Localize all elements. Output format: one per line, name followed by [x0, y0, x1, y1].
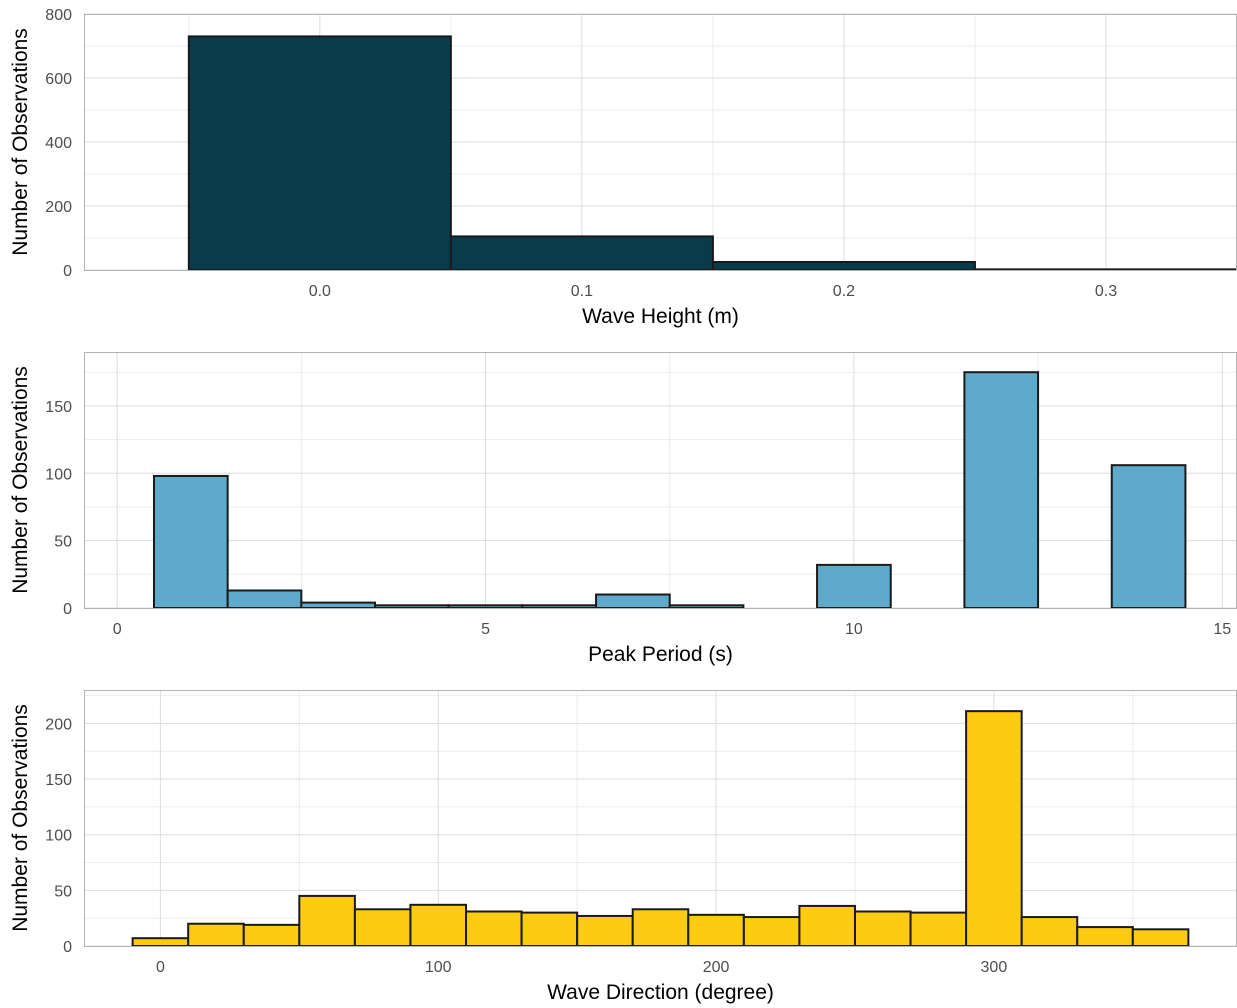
histogram-bar-wave-direction	[965, 710, 1023, 947]
histogram-bar-peak-period	[816, 563, 892, 610]
x-tick-label-wave-height: 0.3	[1095, 283, 1117, 300]
y-tick-label-wave-direction: 200	[45, 716, 72, 733]
x-axis-title-wave-height: Wave Height (m)	[582, 305, 739, 328]
y-tick-label-wave-height: 400	[45, 135, 72, 152]
histogram-bar-wave-height	[449, 235, 714, 271]
x-tick-label-wave-height: 0.0	[309, 283, 331, 300]
histogram-bar-wave-direction	[1020, 916, 1079, 947]
histogram-bar-wave-direction	[353, 908, 412, 948]
x-tick-label-wave-height: 0.2	[833, 283, 855, 300]
histogram-bar-peak-period	[668, 604, 745, 609]
grid-peak-period	[84, 352, 1237, 609]
panel-wave-direction: 0 50 100 150 200 0 100 200 300 Wave Direction (…	[9, 690, 1237, 1004]
y-axis-title-wave-height: Number of Observations	[9, 28, 32, 256]
y-tick-label-wave-direction: 0	[63, 939, 72, 956]
histogram-bar-wave-direction	[131, 937, 190, 947]
histogram-bar-wave-direction	[909, 911, 968, 948]
y-tick-label-wave-height: 0	[63, 263, 72, 280]
histogram-bar-wave-direction	[520, 911, 579, 948]
histogram-bar-wave-height	[711, 261, 976, 271]
x-ticks-wave-height: 0.0 0.1 0.2 0.3	[309, 283, 1117, 300]
histogram-bar-wave-direction	[409, 903, 468, 947]
histogram-bar-peak-period	[963, 371, 1040, 610]
histogram-bar-wave-direction	[242, 923, 301, 947]
histogram-bar-peak-period	[152, 474, 229, 609]
panel-border-wave-direction	[84, 690, 1237, 947]
panel-wave-height: 0 200 400 600 800 0.0 0.1 0.2 0.3 Wave Height (…	[9, 7, 1237, 328]
histogram-bar-peak-period	[1110, 464, 1187, 610]
x-tick-label-peak-period: 5	[481, 621, 490, 638]
y-tick-label-wave-height: 200	[45, 199, 72, 216]
histogram-bar-wave-direction	[798, 904, 856, 947]
bars-wave-height	[187, 35, 1237, 272]
panel-peak-period: 0 50 100 150 0 5 10 15 Peak Period (s) Number …	[9, 352, 1237, 666]
bars-wave-direction	[131, 710, 1190, 948]
y-ticks-peak-period: 0 50 100 150	[45, 399, 72, 618]
x-tick-label-wave-direction: 0	[156, 959, 165, 976]
histogram-bar-wave-direction	[1076, 926, 1134, 947]
panel-border-peak-period	[84, 352, 1237, 609]
x-tick-label-peak-period: 10	[845, 621, 863, 638]
y-tick-label-peak-period: 50	[54, 534, 72, 551]
histogram-bar-peak-period	[226, 589, 303, 609]
x-ticks-peak-period: 0 5 10 15	[113, 621, 1232, 638]
histogram-bar-wave-direction	[187, 922, 245, 948]
bars-peak-period	[152, 371, 1187, 610]
grid-wave-direction	[84, 690, 1237, 947]
x-tick-label-wave-direction: 200	[703, 959, 730, 976]
y-tick-label-peak-period: 0	[63, 601, 72, 618]
histogram-bar-peak-period	[521, 604, 598, 609]
histogram-bar-wave-direction	[465, 910, 523, 948]
x-axis-title-wave-direction: Wave Direction (degree)	[547, 981, 774, 1004]
x-tick-label-peak-period: 15	[1213, 621, 1231, 638]
y-ticks-wave-height: 0 200 400 600 800	[45, 7, 72, 280]
x-tick-label-wave-direction: 300	[981, 959, 1008, 976]
x-tick-label-wave-direction: 100	[425, 959, 452, 976]
histogram-bar-wave-direction	[576, 914, 634, 947]
histogram-bar-wave-height	[973, 268, 1237, 271]
histogram-bar-wave-direction	[853, 910, 912, 948]
y-ticks-wave-direction: 0 50 100 150 200	[45, 716, 72, 956]
y-axis-title-peak-period: Number of Observations	[9, 366, 32, 594]
histogram-bar-wave-direction	[687, 913, 745, 947]
x-tick-label-peak-period: 0	[113, 621, 122, 638]
histogram-bar-peak-period	[595, 593, 671, 609]
histogram-bar-wave-direction	[298, 894, 356, 947]
y-tick-label-peak-period: 100	[45, 466, 72, 483]
y-tick-label-wave-direction: 100	[45, 828, 72, 845]
y-tick-label-wave-height: 600	[45, 71, 72, 88]
histogram-bar-wave-direction	[631, 908, 690, 948]
x-axis-title-peak-period: Peak Period (s)	[588, 643, 733, 666]
y-axis-title-wave-direction: Number of Observations	[9, 704, 32, 932]
histogram-bar-peak-period	[447, 604, 524, 609]
y-tick-label-wave-direction: 150	[45, 772, 72, 789]
x-tick-label-wave-height: 0.1	[571, 283, 593, 300]
x-ticks-wave-direction: 0 100 200 300	[156, 959, 1007, 976]
histogram-bar-peak-period	[374, 604, 450, 609]
y-tick-label-peak-period: 150	[45, 399, 72, 416]
histogram-bar-wave-direction	[1131, 928, 1190, 947]
histogram-bar-wave-height	[187, 35, 452, 272]
y-tick-label-wave-height: 800	[45, 7, 72, 24]
histogram-bar-wave-direction	[742, 916, 801, 947]
histogram-bar-peak-period	[300, 601, 377, 610]
y-tick-label-wave-direction: 50	[54, 883, 72, 900]
